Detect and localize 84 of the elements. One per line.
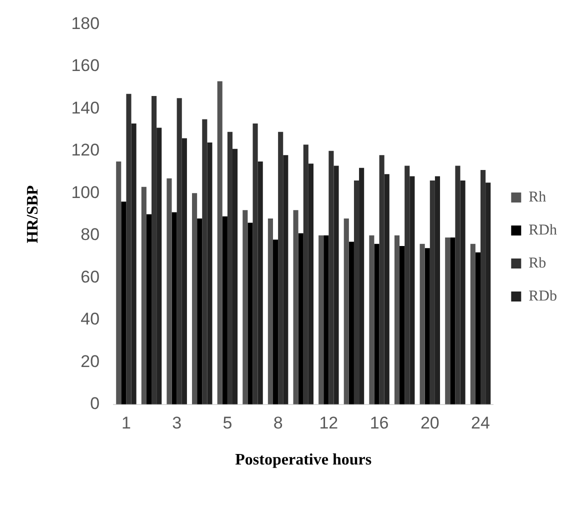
bar	[278, 132, 284, 404]
y-tick-label: 120	[71, 140, 100, 160]
y-tick-label: 60	[80, 267, 100, 286]
bar	[394, 235, 400, 404]
bar	[359, 168, 364, 404]
bar	[486, 182, 491, 404]
bar	[252, 123, 258, 404]
bar	[455, 166, 460, 404]
bar	[328, 150, 334, 404]
bar	[217, 81, 222, 404]
bar	[400, 246, 405, 404]
bar	[384, 174, 390, 404]
y-tick-label: 20	[80, 352, 100, 371]
y-tick-label: 160	[71, 56, 100, 76]
bar	[460, 180, 466, 404]
bar	[404, 166, 410, 404]
bar	[172, 212, 177, 404]
x-tick-label: 20	[420, 413, 440, 432]
bar	[298, 233, 304, 404]
bar	[324, 235, 329, 404]
bar	[176, 98, 182, 404]
legend-label: Rb	[528, 255, 546, 272]
bar	[369, 235, 374, 404]
bar	[334, 166, 339, 404]
bar	[283, 155, 288, 404]
bar	[156, 128, 162, 404]
bar	[268, 218, 273, 404]
bar	[308, 164, 314, 404]
bar	[475, 252, 481, 404]
bar	[222, 216, 228, 404]
y-axis-title: HR/SBP	[24, 185, 42, 244]
bar	[197, 218, 202, 404]
bar	[434, 176, 440, 404]
bar	[430, 180, 435, 404]
x-tick-label: 1	[121, 413, 131, 432]
bar	[192, 193, 198, 404]
bar	[258, 161, 263, 404]
bar	[379, 155, 384, 404]
bar	[207, 142, 212, 404]
bar	[131, 123, 136, 404]
bar	[272, 240, 278, 404]
bar	[318, 235, 324, 404]
x-tick-label: 5	[222, 413, 232, 432]
x-tick-label: 16	[370, 413, 389, 432]
legend-label: Rh	[528, 189, 547, 206]
x-tick-label: 8	[273, 413, 283, 432]
bar	[480, 170, 486, 404]
bar	[227, 132, 233, 404]
bar	[374, 244, 380, 404]
x-tick-label: 24	[471, 413, 490, 432]
bar	[420, 244, 425, 404]
bar	[470, 244, 476, 404]
bar	[232, 148, 238, 404]
bar	[242, 210, 248, 404]
y-tick-label: 100	[71, 182, 100, 202]
x-tick-label: 3	[172, 413, 182, 432]
bar	[141, 186, 146, 404]
y-tick-label: 40	[80, 310, 100, 329]
bar	[152, 96, 157, 404]
bar	[248, 222, 253, 404]
bar	[116, 161, 122, 404]
bar	[344, 218, 349, 404]
bar	[146, 214, 152, 404]
y-tick-label: 180	[71, 14, 100, 33]
bar	[126, 94, 132, 404]
bar	[293, 210, 298, 404]
x-axis-title: Postoperative hours	[235, 452, 372, 469]
bar	[354, 180, 360, 404]
bar	[202, 119, 208, 404]
bar	[348, 242, 354, 404]
bar	[445, 238, 450, 404]
y-tick-label: 0	[90, 394, 100, 414]
bar	[424, 248, 430, 404]
legend-label: RDb	[528, 288, 558, 304]
y-tick-label: 80	[80, 225, 100, 244]
bar	[303, 144, 308, 404]
bar	[450, 238, 456, 404]
x-tick-label: 12	[319, 413, 338, 432]
legend-label: RDh	[528, 222, 558, 238]
y-tick-label: 140	[71, 98, 100, 118]
bar	[410, 176, 415, 404]
bar	[121, 202, 126, 404]
bar	[182, 138, 187, 404]
bar	[166, 178, 172, 404]
